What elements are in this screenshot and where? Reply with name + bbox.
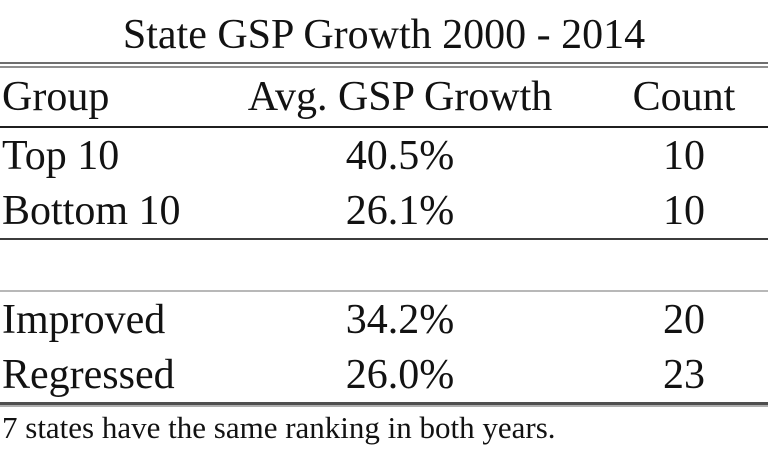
cell-count: 10 <box>663 187 705 234</box>
column-header-count: Count <box>632 74 736 120</box>
cell-count: 23 <box>663 351 705 398</box>
cell-group: Bottom 10 <box>2 187 181 234</box>
column-header-growth: Avg. GSP Growth <box>247 74 553 120</box>
cell-group: Improved <box>2 296 166 343</box>
title-block: State GSP Growth 2000 - 2014 <box>0 0 768 62</box>
header-rule <box>0 126 768 128</box>
cell-count: 20 <box>663 296 705 343</box>
cell-growth: 40.5% <box>345 132 455 179</box>
title-double-rule <box>0 62 768 68</box>
section-gap <box>0 240 768 290</box>
cell-group: Top 10 <box>2 132 120 179</box>
table-row-regressed: Regressed 26.0% 23 <box>0 347 768 402</box>
table-footnote: 7 states have the same ranking in both y… <box>2 410 556 445</box>
cell-growth: 34.2% <box>345 296 455 343</box>
header-row: Group Avg. GSP Growth Count <box>0 68 768 126</box>
column-header-group: Group <box>2 74 110 120</box>
cell-growth: 26.1% <box>345 187 455 234</box>
section-end-rule <box>0 238 768 240</box>
table-bottom-rule <box>0 402 768 407</box>
table-row-top10: Top 10 40.5% 10 <box>0 128 768 183</box>
cell-count: 10 <box>663 132 705 179</box>
table-row-improved: Improved 34.2% 20 <box>0 292 768 347</box>
cell-growth: 26.0% <box>345 351 455 398</box>
cell-group: Regressed <box>2 351 175 398</box>
section-start-rule <box>0 290 768 292</box>
table-title: State GSP Growth 2000 - 2014 <box>122 12 646 58</box>
table-row-bottom10: Bottom 10 26.1% 10 <box>0 183 768 238</box>
